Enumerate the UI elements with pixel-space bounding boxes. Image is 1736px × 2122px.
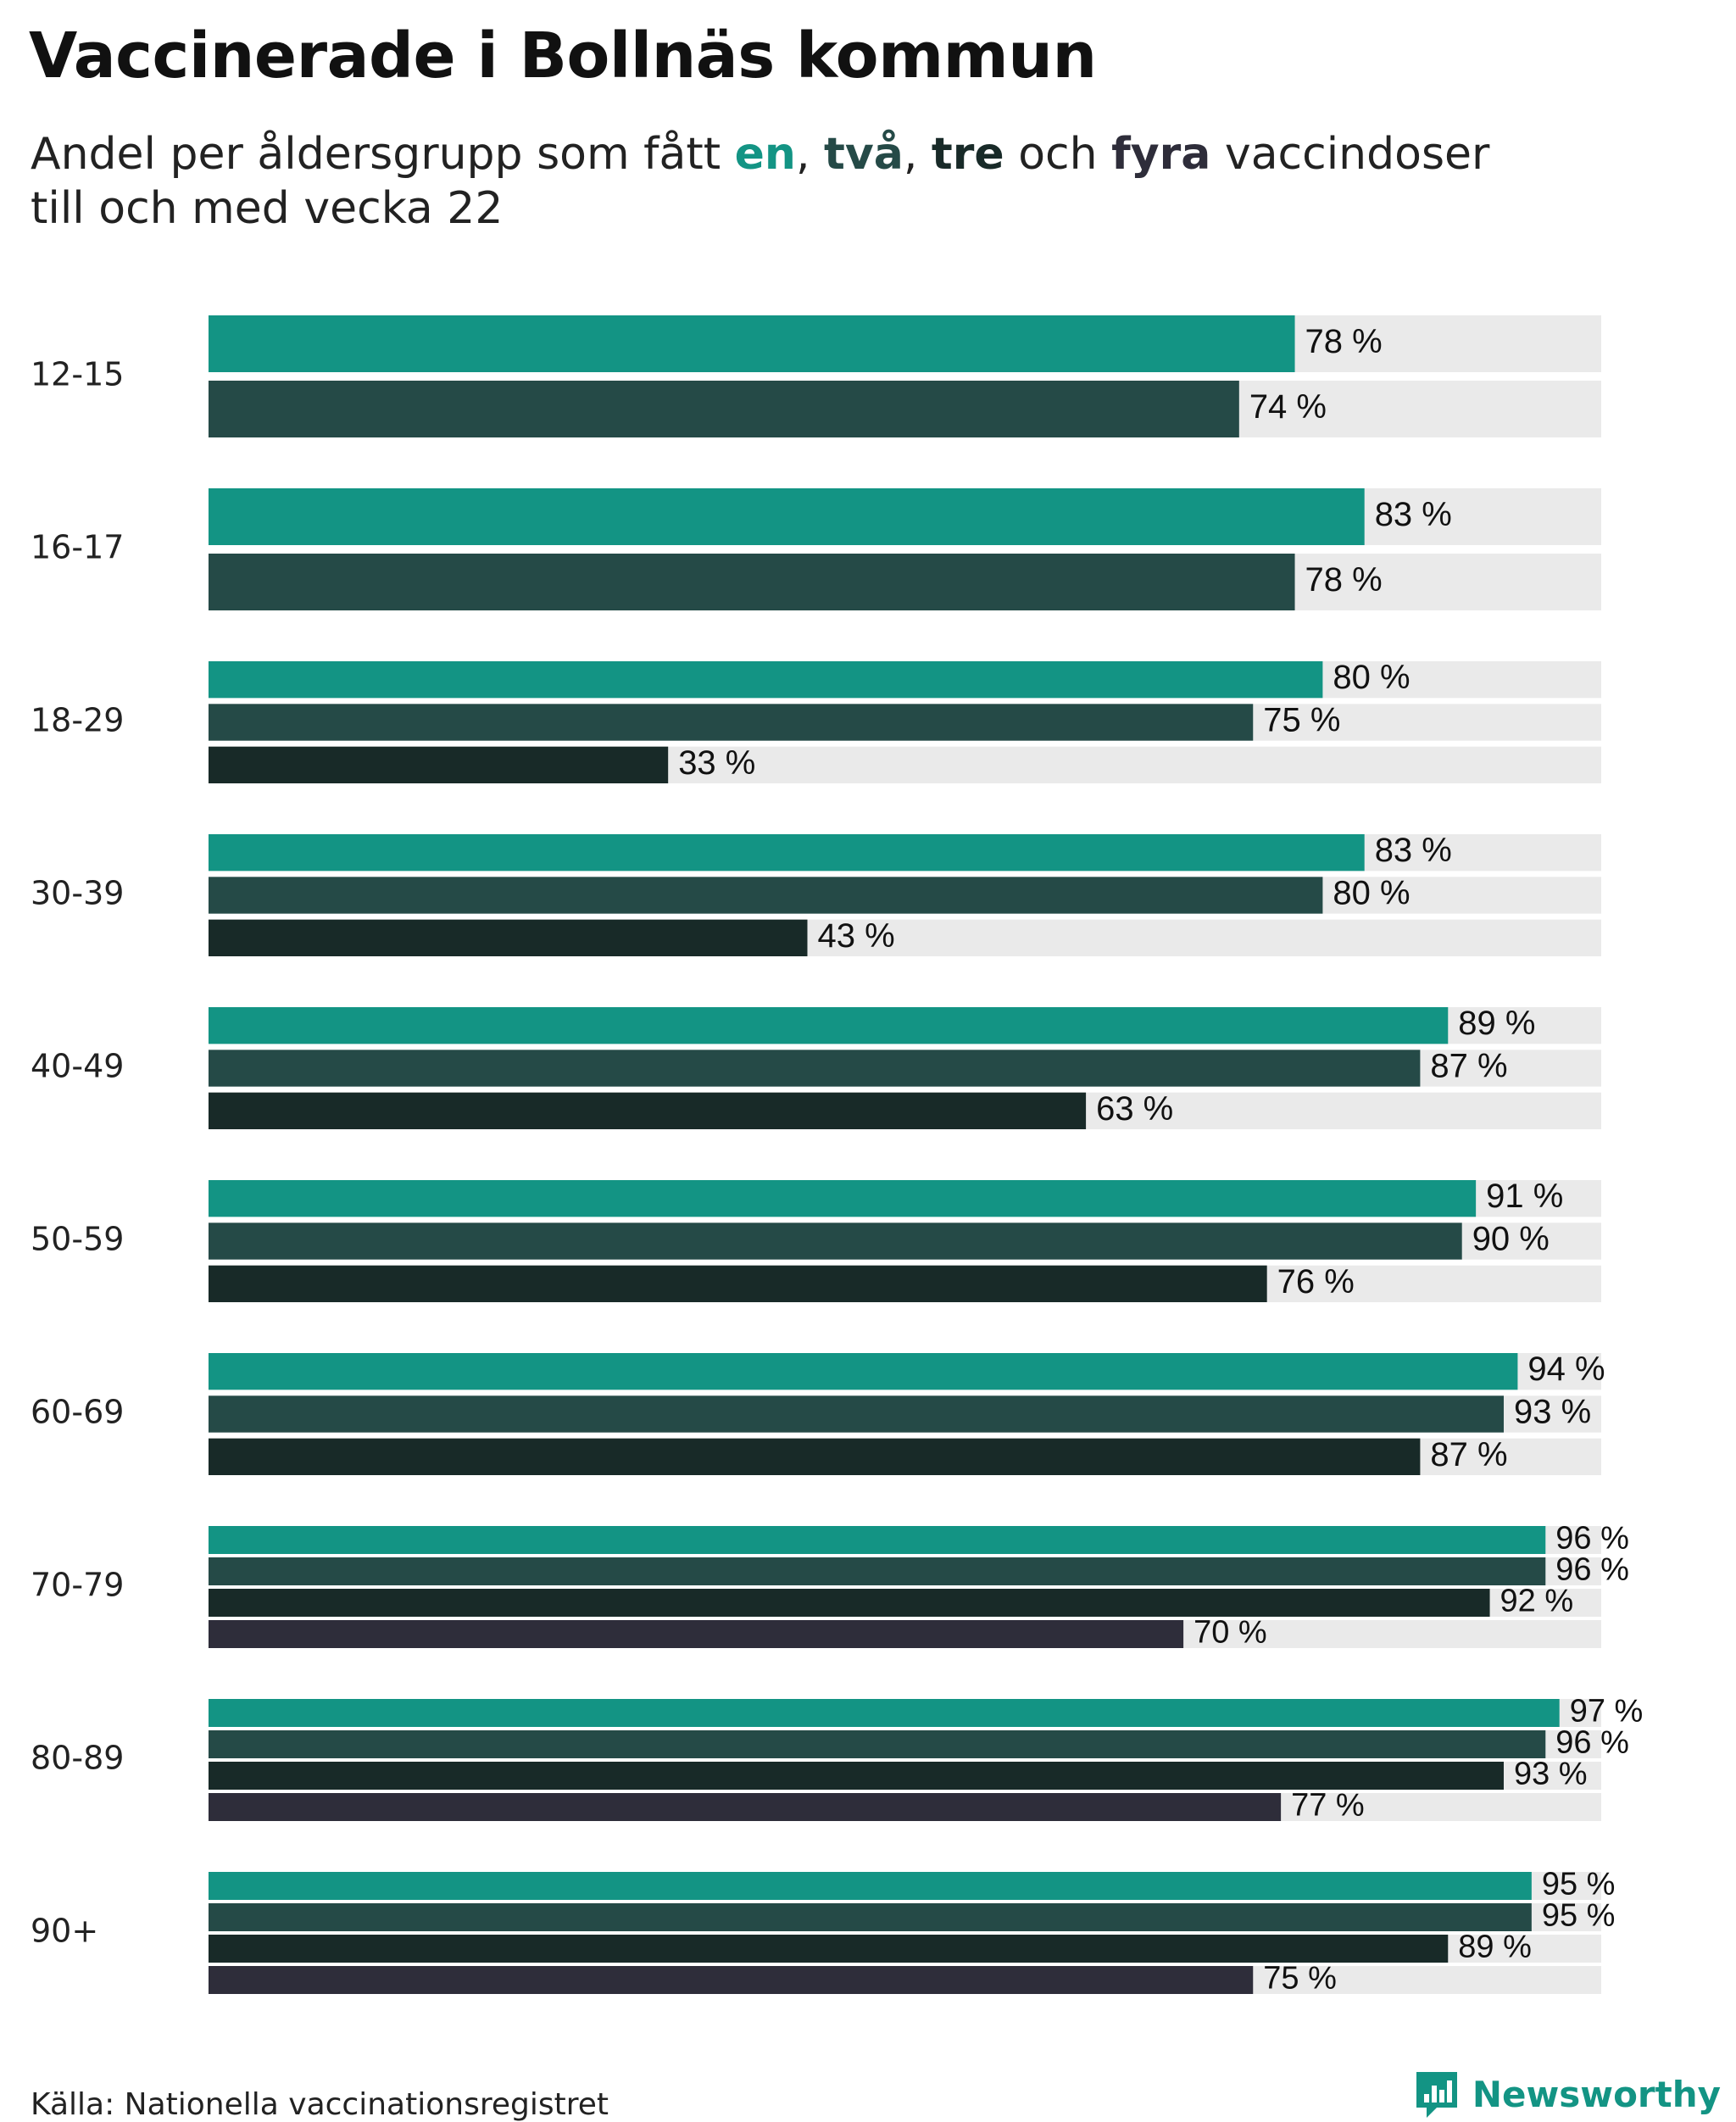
data-label-60-69-två: 93 % [1514,1394,1591,1431]
bar-90+-tre [209,1935,1449,1963]
chart-subtitle: Andel per åldersgrupp som fått en, två, … [31,127,1641,236]
legend-dose-2: två [824,129,904,180]
data-label-30-39-en: 83 % [1375,832,1452,869]
category-label-90+: 90+ [31,1913,98,1950]
bar-30-39-tre [209,919,808,956]
bar-16-17-en [209,488,1365,545]
bar-18-29-två [209,704,1254,741]
data-label-40-49-tre: 63 % [1096,1090,1173,1128]
data-label-40-49-två: 87 % [1430,1048,1507,1085]
legend-dose-4: fyra [1111,129,1211,180]
data-label-18-29-två: 75 % [1263,702,1340,739]
data-label-70-79-två: 96 % [1555,1552,1629,1588]
legend-dose-1: en [734,129,796,180]
data-label-80-89-fyra: 77 % [1291,1788,1365,1824]
data-label-30-39-två: 80 % [1333,875,1410,912]
bar-70-79-tre [209,1589,1490,1617]
subtitle-prefix: Andel per åldersgrupp som fått [31,129,735,180]
bar-80-89-en [209,1699,1560,1727]
data-label-30-39-tre: 43 % [817,917,894,955]
data-label-16-17-en: 83 % [1375,496,1452,533]
data-label-70-79-tre: 92 % [1500,1584,1574,1619]
bar-30-39-två [209,877,1323,914]
newsworthy-logo: Newsworthy [1411,2069,1721,2119]
data-label-90+-tre: 89 % [1458,1930,1532,1965]
bar-12-15-två [209,381,1239,437]
category-label-12-15: 12-15 [31,356,124,393]
bar-70-79-en [209,1526,1546,1554]
data-label-50-59-tre: 76 % [1277,1263,1355,1300]
bar-18-29-en [209,661,1323,699]
newsworthy-logo-text: Newsworthy [1472,2073,1721,2115]
data-label-90+-fyra: 75 % [1263,1961,1337,1997]
data-label-90+-en: 95 % [1542,1867,1616,1902]
bar-50-59-två [209,1223,1462,1260]
bar-80-89-två [209,1730,1546,1758]
category-label-70-79: 70-79 [31,1567,124,1604]
data-label-80-89-tre: 93 % [1514,1757,1588,1792]
bar-40-49-två [209,1050,1421,1087]
bar-chart: 12-15 78 % 74 % 16-17 83 % 78 % 18-29 80 % 75 % 3… [31,315,1644,1997]
legend-dose-3: tre [931,129,1004,180]
bar-60-69-två [209,1395,1504,1433]
chart-title: Vaccinerade i Bollnäs kommun [29,19,1097,92]
data-label-50-59-två: 90 % [1472,1221,1550,1258]
bar-90+-fyra [209,1966,1254,1994]
bar-80-89-tre [209,1762,1504,1790]
source-note: Källa: Nationella vaccinationsregistret [31,2087,609,2122]
data-label-50-59-en: 91 % [1486,1178,1563,1215]
bar-40-49-en [209,1007,1449,1044]
data-label-70-79-en: 96 % [1555,1521,1629,1557]
bar-60-69-tre [209,1438,1421,1475]
data-label-18-29-tre: 33 % [678,744,755,782]
bar-70-79-två [209,1557,1546,1585]
data-label-70-79-fyra: 70 % [1194,1615,1267,1651]
data-label-60-69-en: 94 % [1527,1351,1605,1388]
bar-90+-en [209,1872,1532,1900]
data-label-12-15-en: 78 % [1305,323,1383,360]
bar-70-79-fyra [209,1620,1184,1648]
category-label-80-89: 80-89 [31,1740,124,1777]
data-label-16-17-två: 78 % [1305,561,1383,599]
category-label-18-29: 18-29 [31,702,124,739]
bar-60-69-en [209,1353,1518,1390]
bar-30-39-en [209,834,1365,872]
category-label-60-69: 60-69 [31,1394,124,1431]
subtitle-conj: och [1004,129,1112,180]
bar-50-59-tre [209,1265,1267,1302]
bar-18-29-tre [209,746,669,783]
category-label-30-39: 30-39 [31,875,124,912]
bar-40-49-tre [209,1092,1087,1129]
newsworthy-logo-icon [1416,2072,1457,2118]
data-label-40-49-en: 89 % [1458,1005,1535,1042]
subtitle-sep-1: , [795,129,825,180]
bar-80-89-fyra [209,1793,1282,1821]
bar-90+-två [209,1903,1532,1931]
data-label-60-69-tre: 87 % [1430,1436,1507,1473]
bar-50-59-en [209,1180,1477,1217]
bar-12-15-en [209,315,1295,372]
category-label-50-59: 50-59 [31,1221,124,1258]
category-label-40-49: 40-49 [31,1048,124,1085]
data-label-80-89-två: 96 % [1555,1725,1629,1761]
data-label-90+-två: 95 % [1542,1898,1616,1934]
data-label-18-29-en: 80 % [1333,659,1410,696]
bar-16-17-två [209,554,1295,610]
subtitle-line-2: till och med vecka 22 [31,183,504,234]
subtitle-suffix: vaccindoser [1210,129,1490,180]
data-label-80-89-en: 97 % [1570,1694,1644,1729]
category-label-16-17: 16-17 [31,529,124,566]
subtitle-sep-2: , [903,129,932,180]
data-label-12-15-två: 74 % [1249,388,1327,426]
